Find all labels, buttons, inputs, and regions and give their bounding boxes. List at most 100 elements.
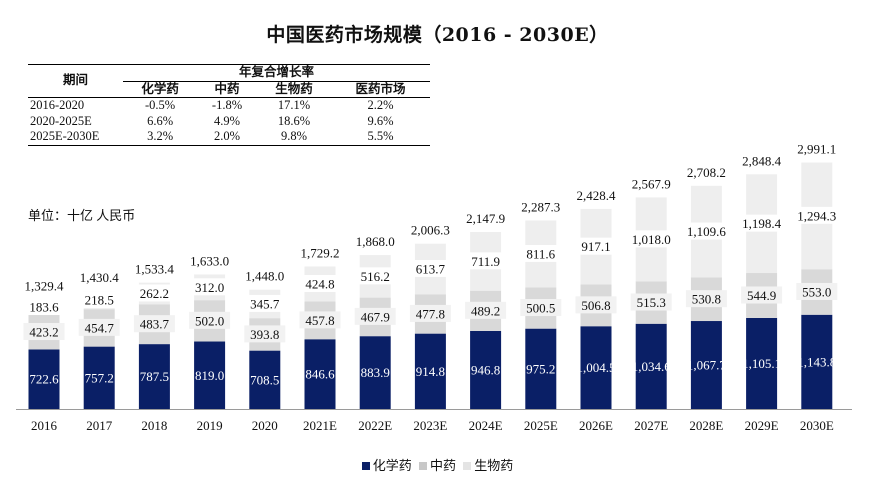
legend-label: 中药 xyxy=(429,458,456,473)
legend-swatch-tcm xyxy=(418,462,427,470)
x-tick-label: 2028E xyxy=(689,418,723,433)
data-label-tcm: 530.8 xyxy=(692,292,721,307)
data-label-background xyxy=(465,252,507,270)
total-label: 1,533.4 xyxy=(135,262,175,277)
legend-swatch-bio xyxy=(463,462,472,470)
total-label: 2,567.9 xyxy=(632,176,671,191)
value-cell: 2.0% xyxy=(197,129,257,146)
total-label: 1,329.4 xyxy=(25,278,65,293)
data-label-tcm: 477.8 xyxy=(416,306,445,321)
table-row: 2020-2025E 6.6% 4.9% 18.6% 9.6% xyxy=(28,114,430,130)
x-tick-label: 2018 xyxy=(141,418,167,433)
data-label-background xyxy=(409,259,451,277)
data-label-background xyxy=(678,222,734,240)
data-label-background xyxy=(354,267,396,285)
data-label-chemical: 914.8 xyxy=(416,364,445,379)
data-label-background xyxy=(23,323,65,341)
x-tick-label: 2025E xyxy=(524,418,558,433)
data-label-bio: 1,198.4 xyxy=(742,216,782,231)
data-label-tcm: 454.7 xyxy=(85,320,115,335)
value-cell: 9.8% xyxy=(256,129,332,146)
cagr-group-header: 年复合增长率 xyxy=(123,64,430,82)
bar-segment-chemical xyxy=(525,328,557,409)
x-tick-label: 2026E xyxy=(579,418,613,433)
data-label-tcm: 483.7 xyxy=(140,317,170,332)
data-label-tcm: 544.9 xyxy=(747,288,776,303)
value-cell: -0.5% xyxy=(144,98,176,112)
bar-segment-chemical xyxy=(138,344,170,409)
data-label-background xyxy=(133,284,175,302)
data-label-chemical: 946.8 xyxy=(471,362,500,377)
data-label-background xyxy=(520,244,562,262)
total-label: 1,430.4 xyxy=(80,270,120,285)
data-label-bio: 613.7 xyxy=(416,261,446,276)
data-label-chemical: 708.5 xyxy=(250,372,279,387)
data-label-background xyxy=(734,214,790,232)
value-cell: 4.9% xyxy=(214,113,241,128)
data-label-tcm: 500.5 xyxy=(526,301,555,316)
total-label: 1,633.0 xyxy=(190,253,229,268)
data-label-chemical: 722.6 xyxy=(29,372,59,387)
value-cell: 2.2% xyxy=(367,98,394,112)
x-tick-label: 2024E xyxy=(469,418,503,433)
bar-segment-chemical xyxy=(194,341,226,409)
data-label-chemical: 757.2 xyxy=(85,370,114,385)
data-label-tcm: 467.9 xyxy=(361,309,390,324)
data-label-background xyxy=(354,307,396,325)
period-header: 期间 xyxy=(28,64,123,98)
data-label-chemical: 1,105.1 xyxy=(742,356,781,371)
value-cell: 18.6% xyxy=(277,113,311,128)
legend-swatch-chemical xyxy=(361,462,370,470)
data-label-tcm: 423.2 xyxy=(29,325,58,340)
total-label: 1,868.0 xyxy=(356,234,395,249)
data-label-background xyxy=(189,311,231,329)
value-cell: 3.2% xyxy=(123,129,198,146)
period-cell: 2020-2025E xyxy=(30,113,92,128)
total-label: 2,006.3 xyxy=(411,223,450,238)
bar-segment-chemical xyxy=(249,350,281,409)
total-label: 2,991.1 xyxy=(797,142,836,157)
column-header: 化学药 xyxy=(123,81,198,98)
total-label: 2,708.2 xyxy=(687,165,726,180)
total-label: 2,287.3 xyxy=(521,200,560,215)
value-cell: 9.6% xyxy=(367,113,394,128)
data-label-background xyxy=(575,237,617,255)
bar-segment-chemical xyxy=(746,317,778,409)
table-row: 2025E-2030E 3.2% 2.0% 9.8% 5.5% xyxy=(28,129,430,146)
total-label: 1,729.2 xyxy=(301,246,340,261)
data-label-chemical: 975.2 xyxy=(526,361,555,376)
bar-segment-chemical xyxy=(414,333,446,409)
data-label-bio: 424.8 xyxy=(305,277,334,292)
total-label: 2,848.4 xyxy=(742,153,782,168)
data-label-background xyxy=(299,311,341,329)
data-label-background xyxy=(244,294,286,312)
data-label-bio: 312.0 xyxy=(195,280,224,295)
column-header: 医药市场 xyxy=(331,81,430,98)
table-row: 2016-2020 -0.5% -1.8% 17.1% 2.2% xyxy=(28,98,430,114)
data-label-tcm: 553.0 xyxy=(802,284,831,299)
data-label-background xyxy=(465,301,507,319)
period-cell: 2016-2020 xyxy=(30,98,85,112)
data-label-background xyxy=(741,286,783,304)
total-label: 2,147.9 xyxy=(466,211,505,226)
x-tick-label: 2030E xyxy=(800,418,834,433)
data-label-bio: 218.5 xyxy=(85,293,114,308)
legend-item-chemical: 化学药 xyxy=(361,455,412,474)
value-cell: 17.1% xyxy=(277,98,311,112)
data-label-chemical: 1,067.7 xyxy=(687,358,727,373)
column-header: 中药 xyxy=(197,81,257,98)
data-label-background xyxy=(78,291,120,309)
data-label-tcm: 506.8 xyxy=(581,298,610,313)
data-label-chemical: 787.5 xyxy=(140,369,169,384)
data-label-chemical: 1,034.6 xyxy=(632,359,672,374)
data-label-chemical: 1,143.8 xyxy=(797,354,836,369)
data-label-background xyxy=(520,299,562,317)
x-tick-label: 2017 xyxy=(86,418,113,433)
bar-segment-chemical xyxy=(359,336,391,409)
data-label-bio: 516.2 xyxy=(361,269,390,284)
x-tick-label: 2029E xyxy=(745,418,779,433)
cagr-table: 期间 年复合增长率 化学药 中药 生物药 医药市场 2016-2020 -0.5… xyxy=(28,64,430,146)
data-label-bio: 1,294.3 xyxy=(797,208,836,223)
data-label-bio: 1,018.0 xyxy=(632,232,671,247)
x-tick-label: 2021E xyxy=(303,418,337,433)
